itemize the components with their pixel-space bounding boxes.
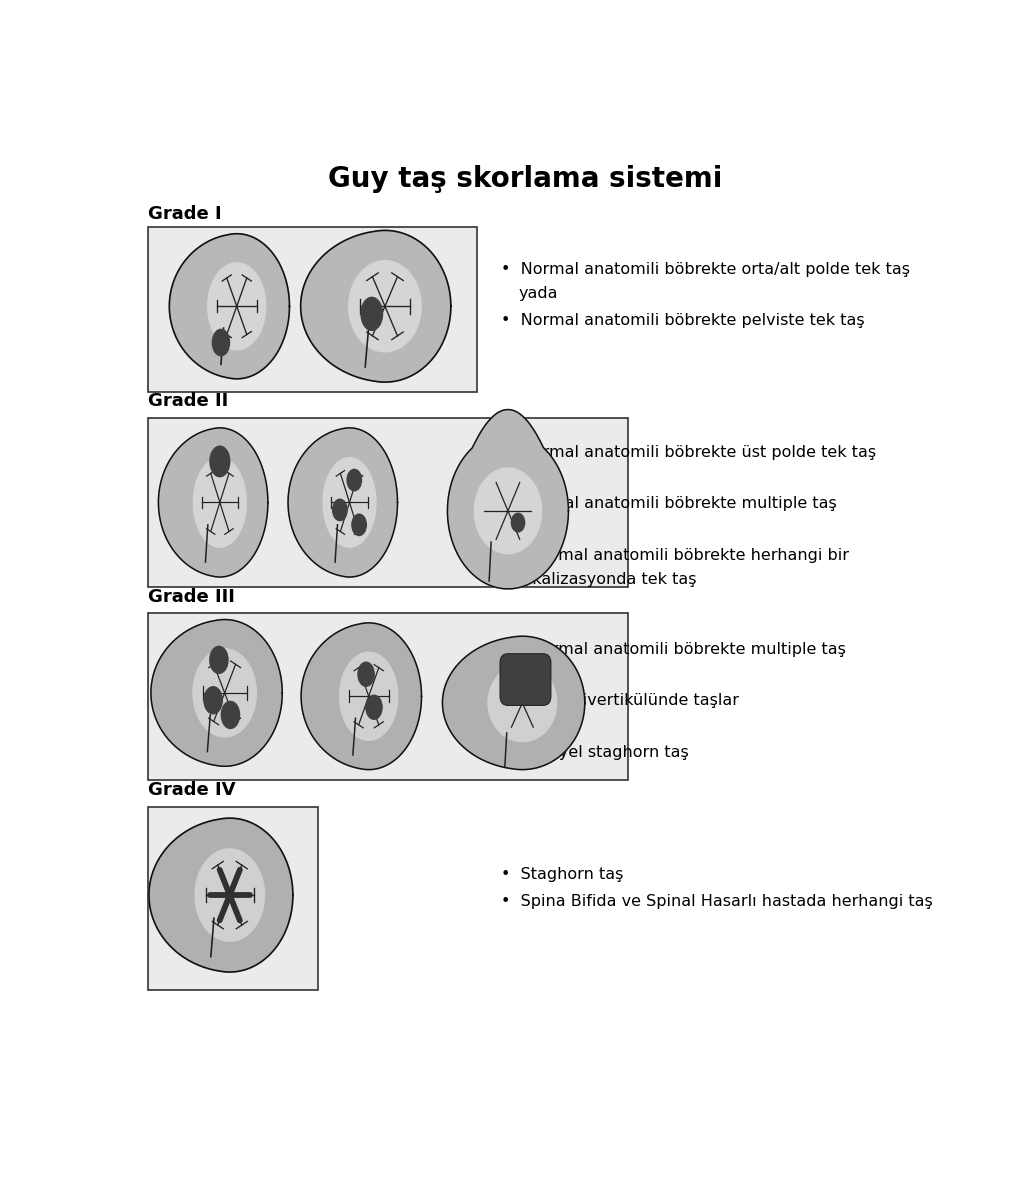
Text: yada: yada: [518, 286, 558, 301]
Ellipse shape: [204, 687, 222, 714]
FancyBboxPatch shape: [147, 418, 628, 587]
Text: Grade II: Grade II: [147, 393, 228, 411]
Ellipse shape: [352, 514, 367, 536]
Ellipse shape: [212, 330, 229, 356]
Ellipse shape: [210, 446, 229, 477]
Polygon shape: [193, 649, 256, 737]
Text: •  Anormal anatomili böbrekte multiple taş: • Anormal anatomili böbrekte multiple ta…: [501, 643, 846, 657]
FancyBboxPatch shape: [147, 613, 628, 779]
Text: Grade III: Grade III: [147, 588, 234, 606]
Polygon shape: [474, 468, 542, 553]
Ellipse shape: [358, 662, 374, 687]
Polygon shape: [301, 622, 422, 770]
Text: yada: yada: [518, 666, 558, 681]
Text: •  Parsiyel staghorn taş: • Parsiyel staghorn taş: [501, 745, 689, 759]
Ellipse shape: [361, 298, 383, 331]
Text: •  Normal anatomili böbrekte pelviste tek taş: • Normal anatomili böbrekte pelviste tek…: [501, 313, 864, 328]
FancyBboxPatch shape: [147, 227, 477, 392]
Ellipse shape: [333, 500, 347, 520]
FancyBboxPatch shape: [147, 807, 318, 990]
Polygon shape: [447, 409, 568, 589]
Text: •  Anormal anatomili böbrekte herhangi bir: • Anormal anatomili böbrekte herhangi bi…: [501, 547, 849, 563]
Polygon shape: [151, 620, 283, 766]
Text: yada: yada: [518, 469, 558, 484]
Polygon shape: [301, 231, 451, 382]
Polygon shape: [349, 261, 421, 352]
Polygon shape: [148, 818, 293, 972]
Text: •  Staghorn taş: • Staghorn taş: [501, 866, 624, 882]
Polygon shape: [488, 664, 557, 741]
Text: Guy taş skorlama sistemi: Guy taş skorlama sistemi: [328, 165, 722, 194]
Ellipse shape: [511, 513, 524, 532]
Polygon shape: [194, 458, 246, 547]
Polygon shape: [195, 848, 264, 941]
Polygon shape: [288, 428, 397, 577]
Ellipse shape: [210, 646, 228, 674]
Polygon shape: [442, 637, 585, 770]
Polygon shape: [340, 652, 397, 740]
Polygon shape: [159, 428, 268, 577]
Text: yada: yada: [518, 520, 558, 536]
Text: Grade IV: Grade IV: [147, 781, 236, 798]
Text: Grade I: Grade I: [147, 206, 221, 224]
Text: •  Normal anatomili böbrekte multiple taş: • Normal anatomili böbrekte multiple taş: [501, 496, 837, 512]
Text: •  Spina Bifida ve Spinal Hasarlı hastada herhangi taş: • Spina Bifida ve Spinal Hasarlı hastada…: [501, 894, 933, 909]
Text: yada: yada: [518, 718, 558, 732]
Polygon shape: [208, 263, 266, 350]
Polygon shape: [169, 233, 290, 378]
Polygon shape: [324, 458, 376, 547]
Ellipse shape: [366, 695, 382, 719]
Ellipse shape: [347, 469, 361, 490]
Ellipse shape: [221, 701, 240, 728]
FancyBboxPatch shape: [500, 653, 551, 706]
Text: lokalizasyonda tek taş: lokalizasyonda tek taş: [518, 571, 697, 587]
Text: •  Normal anatomili böbrekte orta/alt polde tek taş: • Normal anatomili böbrekte orta/alt pol…: [501, 262, 910, 277]
Text: •  Kaliks divertikülünde taşlar: • Kaliks divertikülünde taşlar: [501, 694, 739, 708]
Text: •  Normal anatomili böbrekte üst polde tek taş: • Normal anatomili böbrekte üst polde te…: [501, 445, 877, 461]
